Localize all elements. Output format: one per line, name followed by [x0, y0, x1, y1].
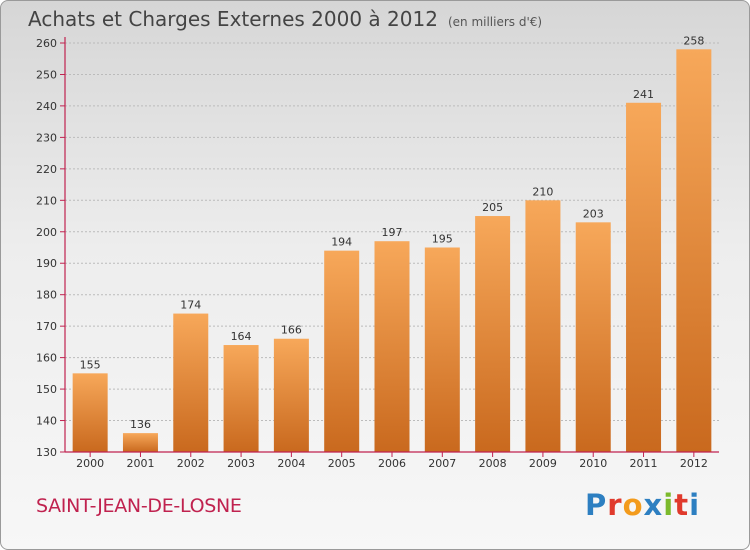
bar — [626, 102, 662, 453]
x-tick-label: 2010 — [579, 457, 607, 470]
bar-value-label: 210 — [532, 185, 553, 198]
bar-value-label: 174 — [180, 299, 201, 312]
x-tick-label: 2004 — [277, 457, 305, 470]
bar — [72, 373, 108, 452]
x-tick-label: 2009 — [529, 457, 557, 470]
logo-letter: r — [607, 488, 623, 522]
y-tick-label: 190 — [36, 257, 57, 270]
title-text: Achats et Charges Externes 2000 à 2012 — [28, 7, 438, 31]
bar-value-label: 164 — [231, 330, 252, 343]
x-tick-label: 2002 — [177, 457, 205, 470]
bar — [273, 338, 309, 452]
logo-letter: o — [622, 488, 644, 522]
logo-letter: P — [585, 488, 608, 522]
x-tick-label: 2000 — [76, 457, 104, 470]
bar — [122, 433, 158, 452]
bar-value-label: 241 — [633, 88, 654, 101]
bar — [475, 216, 511, 452]
bar — [424, 247, 460, 452]
y-tick-label: 180 — [36, 289, 57, 302]
x-tick-label: 2008 — [479, 457, 507, 470]
bar — [525, 200, 561, 452]
unit-label: (en milliers d'€) — [447, 15, 543, 29]
bar — [324, 250, 360, 452]
bar-value-label: 203 — [583, 207, 604, 220]
logo-letter: x — [643, 488, 664, 522]
bar — [575, 222, 611, 452]
y-tick-label: 150 — [36, 383, 57, 396]
y-tick-label: 230 — [36, 131, 57, 144]
bar — [676, 49, 712, 453]
y-tick-label: 210 — [36, 194, 57, 207]
x-tick-label: 2006 — [378, 457, 406, 470]
proxiti-logo[interactable]: Proxiti — [585, 488, 700, 522]
logo-letter: i — [689, 488, 701, 522]
bar-value-label: 155 — [80, 358, 101, 371]
logo-letter: t — [674, 488, 690, 522]
bar-value-label: 258 — [683, 34, 704, 47]
y-tick-label: 170 — [36, 320, 57, 333]
commune-name: SAINT-JEAN-DE-LOSNE — [36, 495, 242, 517]
y-tick-label: 260 — [36, 37, 57, 50]
x-tick-label: 2005 — [328, 457, 356, 470]
x-tick-label: 2012 — [680, 457, 708, 470]
bar-value-label: 136 — [130, 418, 151, 431]
y-tick-label: 130 — [36, 446, 57, 459]
logo-letter: i — [663, 488, 675, 522]
bar-value-label: 195 — [432, 233, 453, 246]
bar-value-label: 197 — [382, 226, 403, 239]
bar — [223, 345, 259, 452]
x-tick-label: 2011 — [630, 457, 658, 470]
bar — [173, 313, 209, 452]
x-tick-label: 2001 — [126, 457, 154, 470]
y-tick-label: 240 — [36, 100, 57, 113]
bar-value-label: 166 — [281, 324, 302, 337]
y-tick-label: 250 — [36, 68, 57, 81]
x-tick-label: 2007 — [428, 457, 456, 470]
y-tick-label: 200 — [36, 226, 57, 239]
chart-title: Achats et Charges Externes 2000 à 2012 (e… — [28, 7, 542, 31]
y-tick-label: 160 — [36, 352, 57, 365]
bar-value-label: 194 — [331, 236, 352, 249]
y-tick-label: 220 — [36, 163, 57, 176]
bar-value-label: 205 — [482, 201, 503, 214]
bar — [374, 241, 410, 452]
y-tick-label: 140 — [36, 415, 57, 428]
x-tick-label: 2003 — [227, 457, 255, 470]
